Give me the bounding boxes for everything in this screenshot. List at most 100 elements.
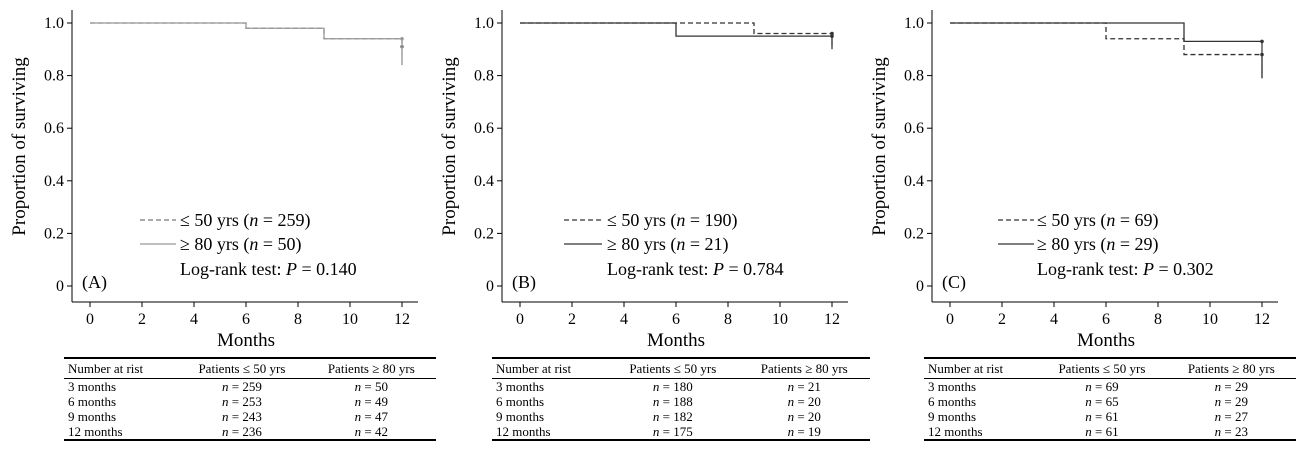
risk-cell: n = 65	[1085, 394, 1119, 409]
panel-c: 0 0.2 0.4 0.6 0.8 1.0 0 2 4 6 8 10 12 Months Proportio…	[860, 0, 1296, 454]
y-tick-label: 0.4	[474, 173, 494, 190]
x-tick-label: 12	[394, 311, 410, 328]
risk-row-label: 3 months	[68, 379, 117, 394]
risk-cell: n = 49	[354, 394, 388, 409]
risk-cell: n = 259	[222, 379, 262, 394]
x-axis-label: Months	[1077, 330, 1135, 351]
risk-row-label: 12 months	[64, 424, 178, 441]
y-axis-label: Proportion of surviving	[869, 57, 890, 236]
risk-table-row: 12 months n = 175 n = 19	[492, 424, 870, 441]
y-tick-label: 0.2	[904, 225, 924, 242]
y-tick-label: 0.8	[904, 68, 924, 85]
legend-label-ge80: ≥ 80 yrs (n = 50)	[180, 234, 302, 255]
x-tick-label: 4	[620, 311, 628, 328]
y-axis-label: Proportion of surviving	[439, 57, 460, 236]
x-tick-label: 6	[672, 311, 680, 328]
risk-table-row: 9 months n = 61 n = 27	[924, 409, 1296, 424]
risk-row-label: 6 months	[68, 394, 117, 409]
x-tick-label: 0	[946, 311, 954, 328]
y-tick-label: 0.4	[904, 173, 924, 190]
risk-table-row: 6 months n = 188 n = 20	[492, 394, 870, 409]
risk-table-a: Number at rist Patients ≤ 50 yrs Patients …	[64, 357, 436, 441]
risk-table-header: Patients ≥ 80 yrs	[306, 358, 436, 379]
risk-row-label: 12 months	[492, 424, 608, 441]
y-tick-label: 0	[56, 278, 64, 295]
logrank-text: Log-rank test: P = 0.302	[1037, 259, 1214, 279]
x-tick-label: 8	[294, 311, 302, 328]
x-tick-label: 2	[998, 311, 1006, 328]
risk-row-label: 6 months	[928, 394, 977, 409]
risk-table-header: Number at rist	[492, 358, 608, 379]
risk-cell: n = 23	[1166, 424, 1296, 441]
x-tick-label: 10	[1202, 311, 1218, 328]
panel-label-b: (B)	[512, 272, 536, 293]
risk-table-header: Patients ≥ 80 yrs	[1166, 358, 1296, 379]
legend-label-le50: ≤ 50 yrs (n = 259)	[180, 210, 311, 231]
y-tick-label: 0	[486, 278, 494, 295]
risk-table-header: Patients ≤ 50 yrs	[607, 358, 739, 379]
risk-cell: n = 21	[787, 379, 821, 394]
x-tick-label: 12	[824, 311, 840, 328]
risk-table-b: Number at rist Patients ≤ 50 yrs Patients …	[492, 357, 870, 441]
censor-mark	[830, 34, 834, 38]
survival-chart-c: 0 0.2 0.4 0.6 0.8 1.0 0 2 4 6 8 10 12 Months Proportio…	[869, 10, 1278, 351]
x-tick-label: 10	[772, 311, 788, 328]
survival-curve-ge80	[520, 22, 832, 37]
y-tick-label: 0.6	[44, 120, 64, 137]
risk-table-row: 6 months n = 253 n = 49	[64, 394, 436, 409]
risk-cell: n = 236	[177, 424, 307, 441]
risk-table-header: Number at rist	[924, 358, 1038, 379]
censor-mark	[400, 36, 404, 41]
risk-cell: n = 175	[607, 424, 739, 441]
risk-table-row: 3 months n = 180 n = 21	[492, 379, 870, 394]
risk-cell: n = 20	[787, 394, 821, 409]
legend-label-ge80: ≥ 80 yrs (n = 29)	[1037, 234, 1159, 255]
risk-row-label: 3 months	[496, 379, 545, 394]
x-tick-label: 0	[516, 311, 524, 328]
risk-table-c: Number at rist Patients ≤ 50 yrs Patients …	[924, 357, 1296, 441]
risk-table-header: Patients ≥ 80 yrs	[738, 358, 870, 379]
legend-label-ge80: ≥ 80 yrs (n = 21)	[607, 234, 729, 255]
risk-cell: n = 182	[652, 409, 693, 424]
y-tick-label: 0.8	[44, 68, 64, 85]
survival-chart-b: 0 0.2 0.4 0.6 0.8 1.0 0 2 4 6 8 10 12 Months Proportio…	[439, 10, 848, 351]
risk-row-label: 3 months	[928, 379, 977, 394]
risk-table-header: Number at rist	[64, 358, 178, 379]
logrank-text: Log-rank test: P = 0.784	[607, 259, 784, 279]
risk-cell: n = 243	[222, 409, 262, 424]
risk-table-row: 6 months n = 65 n = 29	[924, 394, 1296, 409]
censor-mark	[830, 31, 834, 36]
x-tick-label: 4	[190, 311, 198, 328]
panel-b: 0 0.2 0.4 0.6 0.8 1.0 0 2 4 6 8 10 12 Months Proportio…	[430, 0, 870, 454]
risk-cell: n = 29	[1214, 379, 1248, 394]
y-tick-label: 0.6	[474, 120, 494, 137]
y-tick-label: 1.0	[474, 15, 494, 32]
risk-table-row: 3 months n = 259 n = 50	[64, 379, 436, 394]
risk-table-row: 9 months n = 243 n = 47	[64, 409, 436, 424]
risk-cell: n = 69	[1085, 379, 1119, 394]
logrank-text: Log-rank test: P = 0.140	[180, 259, 357, 279]
x-tick-label: 12	[1254, 311, 1270, 328]
y-tick-label: 0.2	[44, 225, 64, 242]
survival-curve-le50	[950, 22, 1262, 56]
risk-table-row: 3 months n = 69 n = 29	[924, 379, 1296, 394]
risk-table-header: Patients ≤ 50 yrs	[1037, 358, 1167, 379]
panel-label-c: (C)	[942, 272, 966, 293]
x-tick-label: 4	[1050, 311, 1058, 328]
x-tick-label: 8	[1154, 311, 1162, 328]
legend-label-le50: ≤ 50 yrs (n = 69)	[1037, 210, 1159, 231]
panel-label-a: (A)	[82, 272, 107, 293]
y-tick-label: 0.8	[474, 68, 494, 85]
y-tick-label: 0	[916, 278, 924, 295]
risk-table-row: 9 months n = 182 n = 20	[492, 409, 870, 424]
risk-cell: n = 19	[738, 424, 870, 441]
risk-row-label: 9 months	[928, 409, 977, 424]
x-tick-label: 2	[138, 311, 146, 328]
x-tick-label: 10	[342, 311, 358, 328]
x-axis-label: Months	[217, 330, 275, 351]
risk-table-row: 12 months n = 61 n = 23	[924, 424, 1296, 441]
risk-table-header: Patients ≤ 50 yrs	[177, 358, 307, 379]
risk-cell: n = 188	[652, 394, 693, 409]
risk-cell: n = 29	[1214, 394, 1248, 409]
risk-cell: n = 20	[787, 409, 821, 424]
